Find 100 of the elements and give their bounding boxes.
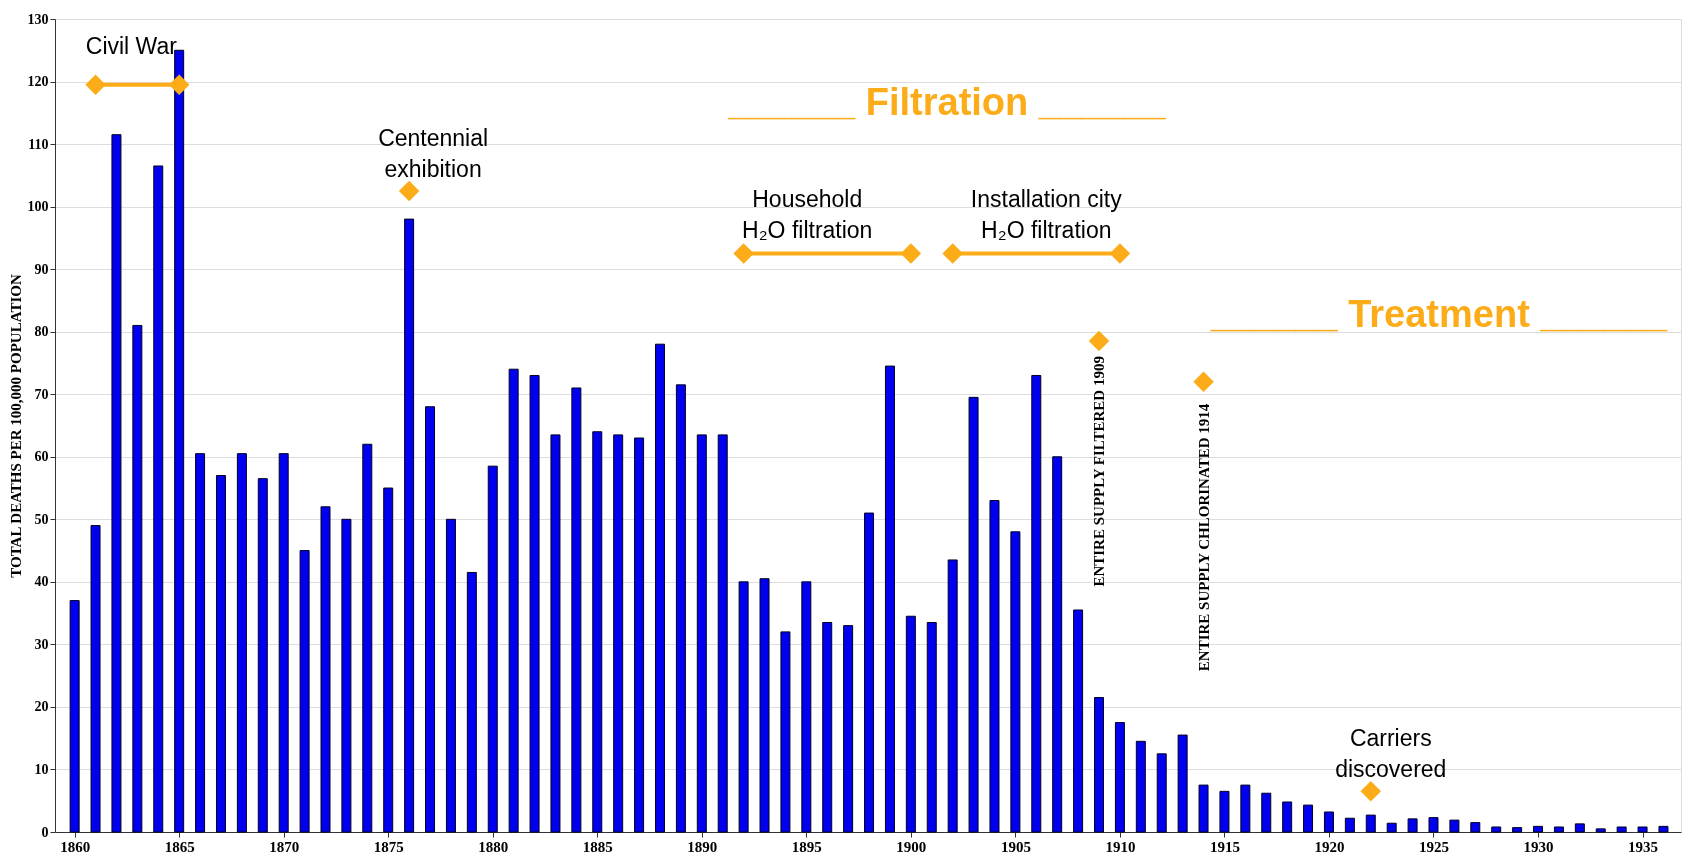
bar [341, 518, 352, 833]
annotation: ______ Filtration ______ [727, 81, 1167, 123]
bar [905, 615, 916, 833]
point [1360, 781, 1382, 802]
bar [215, 475, 226, 833]
bar [1219, 790, 1230, 833]
bar [1491, 826, 1502, 833]
bar [529, 374, 540, 833]
bar [1282, 801, 1293, 833]
bar [1428, 817, 1439, 833]
bar [550, 434, 561, 833]
bar [236, 453, 247, 833]
bar [1114, 722, 1125, 833]
bar [759, 578, 770, 833]
bar [1261, 792, 1272, 833]
annotation: Installation city H₂O filtration [970, 185, 1123, 243]
bar [445, 518, 456, 833]
bar [1010, 531, 1021, 833]
bar [571, 387, 582, 833]
y-tick-label: 40 [34, 574, 49, 590]
bar [1156, 753, 1167, 833]
y-tick-label: 60 [34, 449, 49, 465]
bar [654, 343, 665, 833]
bar [968, 396, 979, 833]
bar [1323, 811, 1334, 833]
bar [1574, 823, 1585, 833]
bar [1595, 828, 1606, 833]
bar [1094, 697, 1105, 833]
x-tick-label: 1910 [1105, 838, 1136, 855]
bar [592, 431, 603, 833]
point [1088, 330, 1110, 352]
y-tick-label: 130 [27, 11, 49, 27]
y-tick-label: 30 [34, 636, 49, 652]
annotation: ______ Treatment ______ [1209, 293, 1669, 335]
bar [989, 500, 1000, 833]
bar [1637, 826, 1648, 833]
bar [864, 512, 875, 833]
x-tick-label: 1905 [1000, 838, 1031, 855]
bar [675, 384, 686, 833]
bar [404, 218, 415, 833]
bar [613, 434, 624, 833]
y-tick-label: 10 [34, 761, 49, 777]
y-tick-label: 100 [27, 199, 49, 215]
point [168, 74, 190, 95]
y-tick-label: 0 [41, 824, 49, 840]
bar [1344, 817, 1355, 833]
bar [717, 434, 728, 833]
x-tick-label: 1915 [1209, 838, 1240, 855]
bar [1198, 784, 1209, 833]
x-tick-label: 1920 [1314, 838, 1345, 855]
bar [508, 368, 519, 833]
bar [1407, 818, 1418, 833]
bar [1533, 825, 1544, 833]
bar [1031, 374, 1042, 833]
bar [1303, 804, 1314, 833]
x-tick-label: 1875 [373, 838, 404, 855]
bar [1365, 814, 1376, 833]
bar [947, 559, 958, 833]
point [1109, 243, 1131, 264]
bar [1449, 819, 1460, 833]
y-tick-label: 90 [34, 261, 49, 277]
bar [257, 478, 268, 833]
bar [90, 525, 101, 833]
x-tick-label: 1860 [60, 838, 91, 855]
bar [1616, 826, 1627, 833]
point [85, 74, 106, 95]
annotation: Carriers discovered [1335, 725, 1447, 783]
bar [1512, 827, 1523, 833]
x-tick-label: 1900 [896, 838, 927, 855]
x-tick-label: 1925 [1419, 838, 1449, 855]
point [733, 243, 754, 264]
bar [696, 434, 707, 833]
bar [299, 550, 310, 833]
annotation: Household H₂O filtration [742, 185, 873, 243]
x-tick-label: 1880 [478, 838, 509, 855]
bar [1553, 826, 1564, 833]
bar [362, 443, 373, 833]
bar [111, 134, 122, 833]
bar [1073, 609, 1084, 833]
point [900, 243, 922, 264]
bar [195, 453, 206, 833]
annotation: Civil War [85, 32, 178, 59]
bar [822, 622, 833, 833]
bar [926, 622, 937, 833]
annotation: Centennial exhibition [378, 124, 489, 183]
bar [738, 581, 749, 833]
y-tick-label: 20 [34, 699, 49, 715]
annotation: ENTIRE SUPPLY CHLORINATED 1914 [1195, 403, 1212, 672]
bar [634, 437, 645, 833]
bar [1470, 822, 1481, 833]
bar [1135, 740, 1146, 833]
bar [1658, 825, 1669, 833]
bar [383, 487, 394, 833]
bar [843, 625, 854, 833]
y-axis-title: TOTAL DEATHS PER 100,000 POPULATION [7, 274, 24, 578]
y-tick-label: 80 [34, 324, 49, 340]
bar [1386, 822, 1397, 833]
bar [466, 571, 477, 833]
x-tick-label: 1935 [1628, 838, 1659, 855]
bar [884, 365, 895, 833]
